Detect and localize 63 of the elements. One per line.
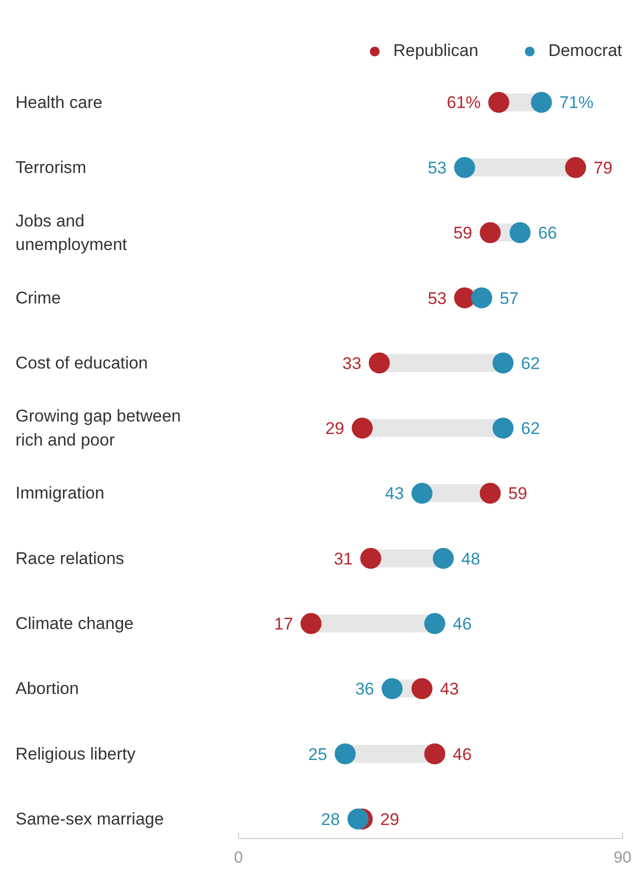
point bbox=[411, 482, 432, 504]
data-label: 29 bbox=[380, 810, 400, 829]
data-label: 59 bbox=[453, 224, 472, 243]
data-label: 79 bbox=[594, 158, 612, 178]
y-tick-label: Jobs and unemployment bbox=[16, 211, 128, 254]
data-label: 46 bbox=[452, 744, 472, 764]
point bbox=[480, 222, 501, 244]
legend-label: Democrat bbox=[548, 41, 622, 61]
data-label: 61% bbox=[446, 92, 481, 112]
point bbox=[360, 548, 382, 569]
y-tick-label: Immigration bbox=[16, 484, 104, 503]
data-label: 71% bbox=[559, 92, 594, 112]
x-tick-label: 0 bbox=[234, 850, 244, 866]
data-label: 66 bbox=[538, 224, 558, 243]
data-label: 28 bbox=[321, 810, 340, 829]
y-tick-label: Race relations bbox=[16, 548, 124, 568]
data-label: 53 bbox=[428, 158, 447, 178]
y-tick-label: Growing gap between rich and poor bbox=[16, 406, 181, 450]
point bbox=[454, 287, 476, 308]
point bbox=[492, 352, 514, 374]
point bbox=[454, 157, 476, 178]
point bbox=[492, 418, 514, 439]
x-tick-label: 90 bbox=[614, 850, 632, 866]
data-label: 59 bbox=[508, 484, 528, 504]
legend-label: Republican bbox=[393, 41, 478, 61]
point bbox=[382, 678, 403, 700]
y-tick-label: Crime bbox=[16, 288, 61, 308]
y-tick-label: Cost of education bbox=[16, 353, 148, 372]
data-label: 48 bbox=[461, 549, 480, 568]
data-label: 46 bbox=[452, 614, 472, 634]
point bbox=[300, 613, 322, 634]
point bbox=[432, 548, 454, 569]
point bbox=[530, 92, 552, 113]
y-tick-label: Religious liberty bbox=[16, 744, 136, 764]
y-tick-label: Same-sex marriage bbox=[16, 809, 164, 828]
data-label: 43 bbox=[385, 484, 404, 504]
point bbox=[352, 418, 373, 439]
y-tick-label: Abortion bbox=[16, 679, 79, 698]
data-label: 62 bbox=[521, 419, 540, 438]
point bbox=[347, 808, 368, 830]
data-label: 62 bbox=[521, 354, 540, 373]
data-label: 36 bbox=[355, 680, 374, 699]
data-label: 29 bbox=[325, 419, 344, 438]
data-label: 17 bbox=[274, 614, 294, 634]
data-label: 31 bbox=[334, 549, 353, 568]
point bbox=[424, 613, 446, 634]
y-tick-label: Terrorism bbox=[16, 158, 86, 178]
point bbox=[471, 287, 492, 308]
point bbox=[334, 743, 356, 764]
data-label: 33 bbox=[342, 354, 362, 373]
point bbox=[510, 222, 531, 244]
point bbox=[480, 482, 501, 504]
point bbox=[488, 92, 510, 113]
point bbox=[411, 678, 432, 700]
data-label: 53 bbox=[428, 288, 447, 308]
y-tick-label: Climate change bbox=[16, 614, 134, 634]
y-tick-label: Health care bbox=[16, 92, 102, 112]
point bbox=[565, 157, 586, 178]
data-label: 25 bbox=[308, 744, 328, 764]
point bbox=[424, 743, 446, 764]
data-label: 57 bbox=[500, 288, 519, 308]
point bbox=[368, 352, 390, 374]
data-label: 43 bbox=[440, 680, 459, 699]
